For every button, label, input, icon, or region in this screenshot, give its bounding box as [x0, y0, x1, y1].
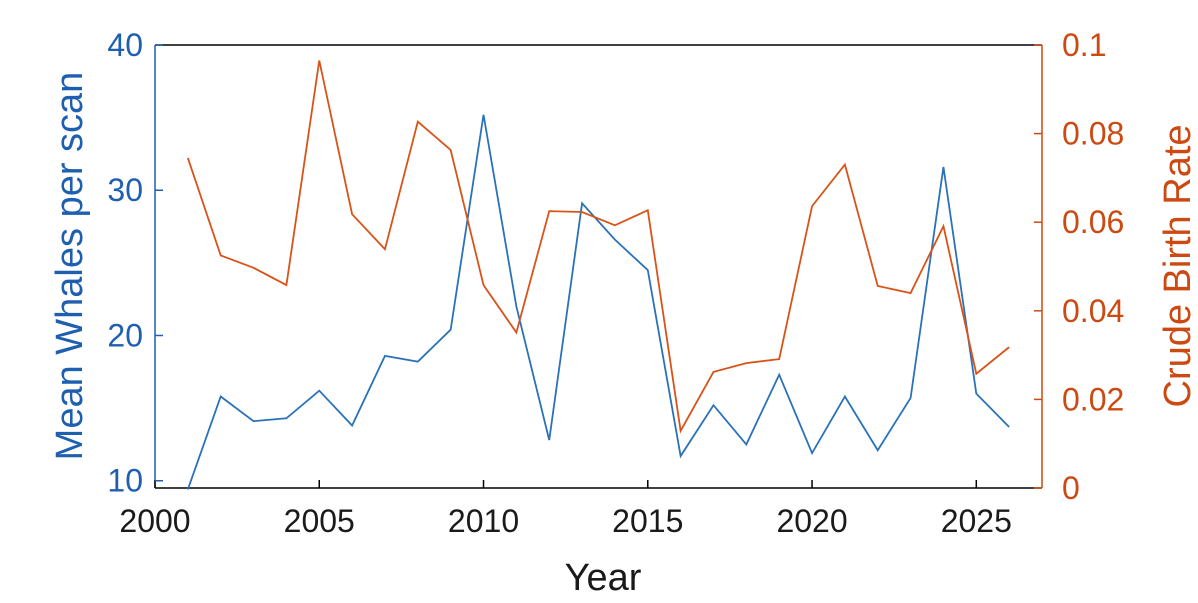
x-axis-title: Year: [565, 557, 642, 598]
y-axis-left: 10 20 30 40: [107, 27, 163, 499]
x-tick-label: 2015: [612, 503, 683, 539]
x-tick-label: 2000: [119, 503, 190, 539]
y-tick-label: 30: [107, 172, 143, 208]
y2-tick-label: 0.08: [1062, 116, 1124, 152]
y2-tick-label: 0.02: [1062, 381, 1124, 417]
y-axis-left-title: Mean Whales per scan: [49, 72, 91, 461]
y2-tick-label: 0.1: [1062, 27, 1106, 63]
y-tick-label: 20: [107, 317, 143, 353]
series-line-crude-birth-rate: [186, 60, 1010, 434]
series-line-mean-whales: [187, 114, 1010, 490]
y-tick-label: 40: [107, 27, 143, 63]
x-tick-label: 2010: [448, 503, 519, 539]
x-tick-label: 2025: [941, 503, 1012, 539]
series-layer: [186, 60, 1010, 490]
y2-tick-label: 0: [1062, 470, 1080, 506]
plot-frame: [154, 44, 1043, 489]
y-tick-label: 10: [107, 463, 143, 499]
y-axis-right-title: Crude Birth Rate: [1157, 124, 1198, 407]
x-axis: 2000 2005 2010 2015 2020 2025: [119, 480, 1012, 539]
y-axis-right: 0 0.02 0.04 0.06 0.08 0.1: [1034, 27, 1124, 506]
y2-tick-label: 0.04: [1062, 293, 1124, 329]
x-tick-label: 2005: [284, 503, 355, 539]
y2-tick-label: 0.06: [1062, 204, 1124, 240]
x-tick-label: 2020: [776, 503, 847, 539]
